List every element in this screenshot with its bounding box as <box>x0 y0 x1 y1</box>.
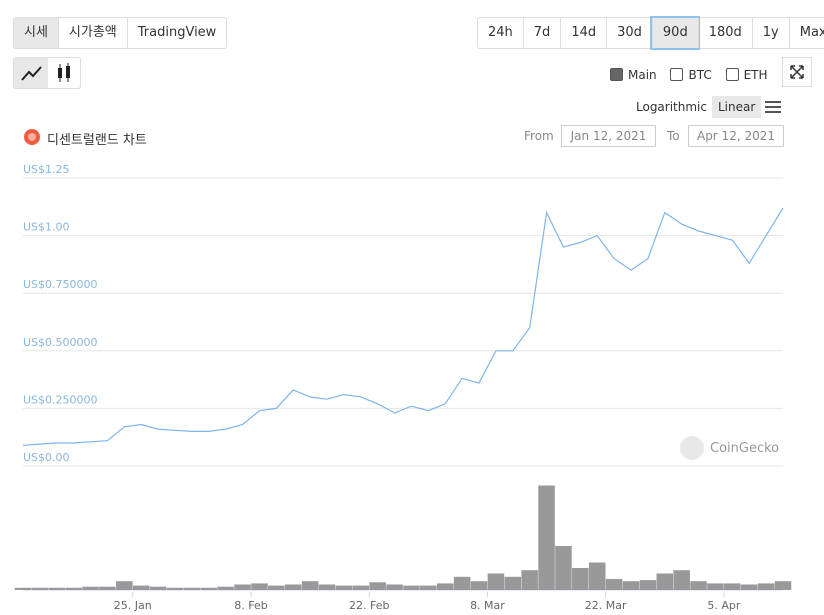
volume-bar <box>774 581 792 590</box>
linear-toggle[interactable]: Linear <box>712 96 762 118</box>
x-tick-label: 5. Apr <box>707 599 740 612</box>
y-tick-label: US$0.750000 <box>23 278 98 291</box>
volume-bar <box>605 579 623 590</box>
to-input[interactable]: Apr 12, 2021 <box>688 125 784 147</box>
volume-bar <box>639 580 657 590</box>
expand[interactable] <box>782 57 812 87</box>
volume-bar <box>116 581 133 590</box>
coin-icon <box>24 129 40 145</box>
volume-bar <box>284 584 302 590</box>
volume-bar <box>251 583 268 590</box>
range[interactable]: 1y <box>751 18 789 48</box>
volume-bar <box>707 583 724 590</box>
volume-bar <box>82 586 99 590</box>
volume-bar <box>234 584 251 590</box>
check[interactable]: BTC <box>670 68 712 82</box>
volume-bar <box>436 583 454 590</box>
range[interactable]: 14d <box>560 18 606 48</box>
tab[interactable]: 시가총액 <box>57 18 127 48</box>
volume-bar <box>217 586 234 590</box>
volume-bar <box>183 587 201 590</box>
volume-bar <box>386 584 403 590</box>
price-line <box>22 207 784 446</box>
tab[interactable]: 시세 <box>14 18 58 48</box>
x-tick-label: 22. Mar <box>585 599 627 612</box>
x-tick-label: 8. Mar <box>470 599 505 612</box>
x-tick-label: 25. Jan <box>114 599 152 612</box>
range[interactable]: Max <box>788 18 824 48</box>
range[interactable]: 30d <box>606 18 652 48</box>
watermark: CoinGecko <box>710 441 779 456</box>
volume-bar <box>538 485 555 590</box>
y-tick-label: US$1.00 <box>23 221 70 234</box>
volume-bar <box>335 585 353 590</box>
checks: Main BTC ETH <box>610 68 768 82</box>
volume-bar <box>572 568 589 590</box>
range[interactable]: 180d <box>697 18 752 48</box>
menu[interactable] <box>764 100 782 114</box>
from-input[interactable]: Jan 12, 2021 <box>561 125 656 147</box>
check[interactable]: Main <box>610 68 657 82</box>
line-icon[interactable] <box>14 58 48 88</box>
volume-bar <box>555 546 572 590</box>
y-tick-label: US$0.00 <box>23 451 70 464</box>
volume-bar <box>65 587 82 590</box>
volume-bar <box>403 585 420 590</box>
volume-bar <box>622 581 640 590</box>
volume-bar <box>740 584 758 590</box>
y-tick-label: US$0.500000 <box>23 336 98 349</box>
range-tabs: 24h 7d 14d 30d 90d 180d 1y Max <box>477 16 824 50</box>
volume-bar <box>757 583 775 590</box>
range[interactable]: 90d <box>649 16 700 50</box>
candle-icon[interactable] <box>48 58 80 88</box>
volume-bar <box>352 585 370 590</box>
volume-bar <box>521 570 538 590</box>
view-tabs: 시세 시가총액 TradingView <box>13 17 228 49</box>
range[interactable]: 24h <box>488 25 513 40</box>
volume-bar <box>420 585 437 590</box>
watermark-icon <box>680 436 704 460</box>
volume-bar <box>724 583 741 590</box>
volume-bar <box>656 573 674 590</box>
volume-bar <box>268 585 285 590</box>
x-tick-label: 22. Feb <box>349 599 389 612</box>
volume-bar <box>132 585 150 590</box>
volume-bar <box>31 587 49 590</box>
volume-bar <box>673 570 690 590</box>
check[interactable]: ETH <box>725 68 768 82</box>
log-toggle[interactable]: Logarithmic <box>636 100 707 114</box>
chart-heading: 디센트럴랜드 차트 <box>47 133 147 148</box>
range[interactable]: 7d <box>522 18 561 48</box>
volume-bar <box>318 584 336 590</box>
y-tick-label: US$0.250000 <box>23 393 98 406</box>
to-label: To <box>667 129 680 143</box>
volume-bar <box>487 573 505 590</box>
volume-bar <box>369 582 386 590</box>
volume-bar <box>48 587 66 590</box>
y-tick-label: US$1.25 <box>23 163 70 176</box>
volume-bar <box>588 562 606 590</box>
volume-bar <box>504 576 522 590</box>
x-tick-label: 8. Feb <box>234 599 267 612</box>
volume-bar <box>690 581 707 590</box>
volume-bar <box>470 581 488 590</box>
volume-bar <box>14 587 32 590</box>
chart-kind <box>13 57 81 89</box>
volume-bar <box>200 587 218 590</box>
volume-bar <box>149 586 167 590</box>
volume-bar <box>166 587 184 590</box>
from-label: From <box>524 129 554 143</box>
tab[interactable]: TradingView <box>126 18 227 48</box>
volume-bar <box>453 576 471 590</box>
volume-bar <box>99 586 116 590</box>
volume-bar <box>301 581 319 590</box>
